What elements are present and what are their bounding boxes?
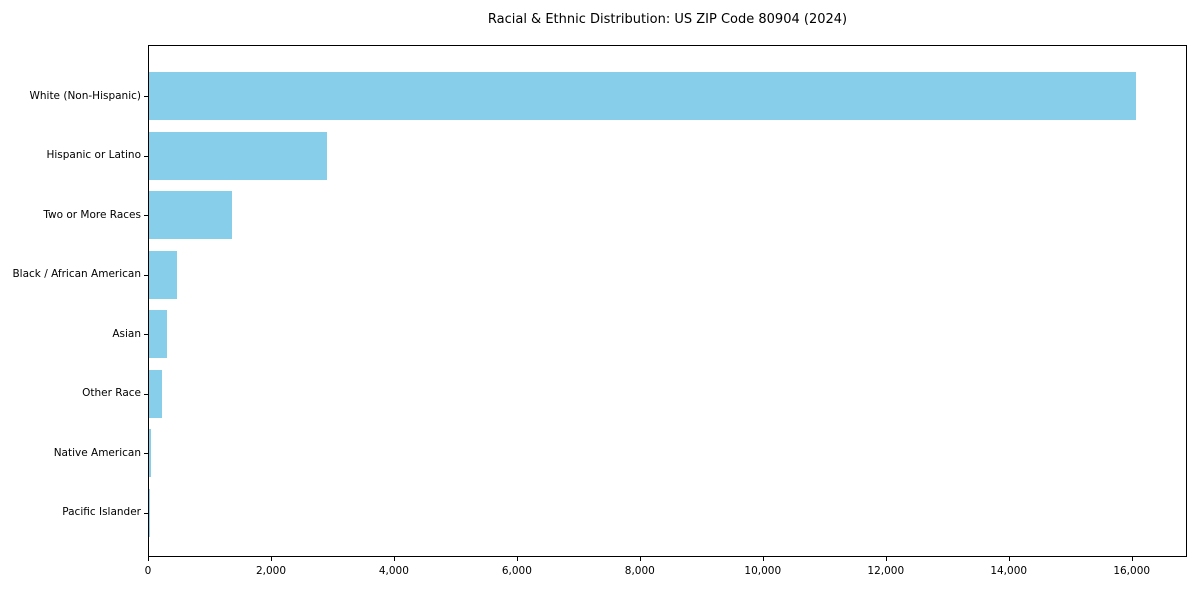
bar-native-american <box>149 429 151 477</box>
y-tick-mark <box>144 512 148 514</box>
x-tick-label-0: 0 <box>144 565 152 577</box>
x-tick-mark <box>1131 557 1133 561</box>
x-tick-label-16000: 16,000 <box>1113 565 1151 577</box>
plot-area <box>148 45 1187 557</box>
x-tick-label-14000: 14,000 <box>990 565 1028 577</box>
x-tick-mark <box>516 557 518 561</box>
bar-hispanic-or-latino <box>149 131 328 180</box>
chart-title: Racial & Ethnic Distribution: US ZIP Cod… <box>487 12 848 27</box>
x-tick-label-2000: 2,000 <box>255 565 287 577</box>
y-tick-label-hispanic-or-latino: Hispanic or Latino <box>46 149 141 161</box>
x-tick-mark <box>148 557 149 561</box>
bar-asian <box>149 310 168 358</box>
x-tick-mark <box>885 557 887 561</box>
y-tick-label-two-or-more-races: Two or More Races <box>43 208 141 221</box>
y-tick-mark <box>144 393 148 395</box>
y-tick-mark <box>144 96 148 97</box>
y-tick-mark <box>144 453 148 454</box>
y-tick-label-pacific-islander: Pacific Islander <box>62 506 141 518</box>
y-tick-mark <box>144 155 148 157</box>
bar-black-african-american <box>149 250 177 299</box>
x-tick-mark <box>271 557 272 561</box>
y-tick-mark <box>144 274 148 276</box>
y-tick-mark <box>144 334 148 335</box>
x-tick-mark <box>1008 557 1010 561</box>
x-tick-mark <box>393 557 395 561</box>
y-tick-label-black-african-american: Black / African American <box>12 268 141 280</box>
y-tick-label-white-non-hispanic: White (Non-Hispanic) <box>29 89 141 102</box>
y-tick-label-other-race: Other Race <box>82 387 141 399</box>
bar-other-race <box>149 369 162 418</box>
x-tick-label-4000: 4,000 <box>378 565 409 577</box>
bar-white-non-hispanic <box>149 72 1136 120</box>
x-tick-label-6000: 6,000 <box>501 565 532 577</box>
x-tick-label-10000: 10,000 <box>744 565 782 577</box>
x-tick-label-12000: 12,000 <box>867 565 905 577</box>
x-tick-mark <box>762 557 764 561</box>
y-tick-label-native-american: Native American <box>53 446 141 459</box>
bar-two-or-more-races <box>149 191 232 239</box>
x-tick-label-8000: 8,000 <box>624 565 655 577</box>
y-tick-mark <box>144 215 148 216</box>
y-tick-label-asian: Asian <box>112 327 141 340</box>
x-tick-mark <box>639 557 641 561</box>
bar-pacific-islander <box>149 488 150 537</box>
